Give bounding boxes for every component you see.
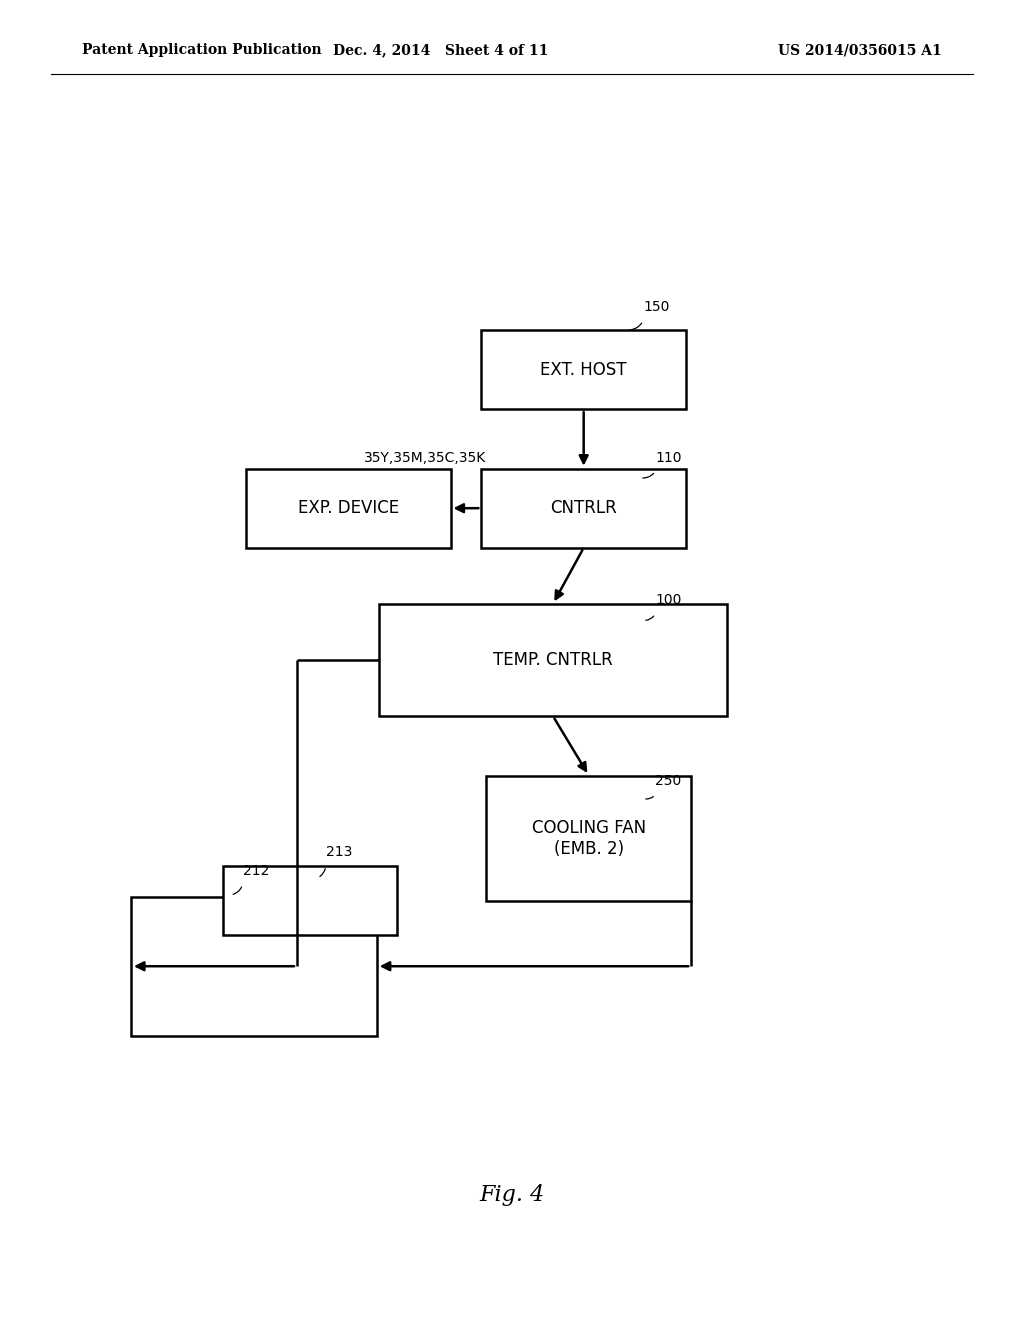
Text: Dec. 4, 2014   Sheet 4 of 11: Dec. 4, 2014 Sheet 4 of 11 [333,44,548,57]
Text: Patent Application Publication: Patent Application Publication [82,44,322,57]
Bar [223,866,397,935]
Bar [481,330,686,409]
Text: COOLING FAN
(EMB. 2): COOLING FAN (EMB. 2) [531,818,646,858]
Text: 150: 150 [643,300,670,314]
Text: 213: 213 [326,845,352,859]
Bar [486,776,691,900]
Text: 110: 110 [655,450,682,465]
Bar [131,898,377,1035]
Text: 212: 212 [243,863,269,878]
Bar [379,605,727,715]
Text: Fig. 4: Fig. 4 [479,1184,545,1205]
Text: 100: 100 [655,593,682,607]
Bar [481,469,686,548]
Text: US 2014/0356015 A1: US 2014/0356015 A1 [778,44,942,57]
Text: TEMP. CNTRLR: TEMP. CNTRLR [494,651,612,669]
Text: EXP. DEVICE: EXP. DEVICE [298,499,398,517]
Text: 250: 250 [655,774,682,788]
Bar [246,469,451,548]
Text: 35Y,35M,35C,35K: 35Y,35M,35C,35K [364,450,485,465]
Text: CNTRLR: CNTRLR [550,499,617,517]
Text: EXT. HOST: EXT. HOST [541,360,627,379]
